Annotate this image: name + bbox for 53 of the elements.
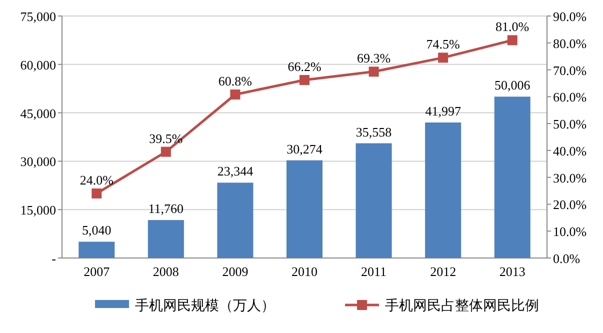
bar xyxy=(356,143,392,258)
x-tick-label: 2007 xyxy=(84,264,110,279)
y-tick-label: 60,000 xyxy=(20,57,56,72)
bar xyxy=(494,96,530,258)
data-label: 30,274 xyxy=(286,141,323,156)
data-label: 39.5% xyxy=(149,130,183,146)
y2-tick-label: 70.0% xyxy=(553,62,587,78)
legend-label: 手机网民占整体网民比例 xyxy=(385,297,539,313)
data-label: 60.8% xyxy=(218,74,252,89)
data-label: 74.5% xyxy=(426,36,460,52)
y2-tick-label: 90.0% xyxy=(553,9,587,24)
y-tick-label: 30,000 xyxy=(20,154,56,170)
x-tick-label: 2013 xyxy=(499,264,526,279)
data-label: 23,344 xyxy=(217,164,254,179)
data-label: 41,997 xyxy=(425,103,462,118)
bar xyxy=(425,122,462,258)
point xyxy=(160,146,171,157)
y2-tick-label: 0.0% xyxy=(553,251,580,266)
y2-tick-label: 20.0% xyxy=(553,197,587,212)
legend-label: 手机网民规模（万人） xyxy=(135,297,275,313)
y-tick-label: 45,000 xyxy=(20,106,56,121)
data-label: 50,006 xyxy=(494,78,531,93)
point xyxy=(507,35,518,46)
data-label: 24.0% xyxy=(80,172,114,188)
y2-tick-label: 10.0% xyxy=(553,224,587,240)
x-tick-label: 2011 xyxy=(361,264,387,279)
data-label: 35,558 xyxy=(356,124,392,140)
y2-tick-label: 50.0% xyxy=(553,116,587,132)
y2-tick-label: 40.0% xyxy=(553,143,587,158)
data-label: 69.3% xyxy=(356,50,391,66)
y-tick-label: 75,000 xyxy=(20,9,56,24)
bar xyxy=(286,160,323,258)
bar xyxy=(217,182,254,258)
point xyxy=(230,90,240,100)
y-tick-label: 15,000 xyxy=(20,202,56,218)
point xyxy=(92,188,102,198)
data-label: 66.2% xyxy=(288,58,322,74)
x-tick-label: 2008 xyxy=(152,264,179,279)
y2-tick-label: 30.0% xyxy=(553,170,587,186)
x-tick-label: 2010 xyxy=(292,264,318,279)
bar xyxy=(78,242,115,258)
y2-tick-label: 80.0% xyxy=(553,36,587,51)
data-label: 81.0% xyxy=(496,19,530,34)
data-label: 5,040 xyxy=(82,222,112,238)
x-tick-label: 2009 xyxy=(222,264,248,279)
y2-tick-label: 60.0% xyxy=(553,90,587,105)
y-tick-label: - xyxy=(52,251,56,266)
point xyxy=(300,74,310,85)
data-label: 11,760 xyxy=(148,201,184,216)
point xyxy=(438,52,448,63)
x-tick-label: 2012 xyxy=(430,264,456,279)
point xyxy=(368,66,379,77)
bar xyxy=(148,220,184,258)
